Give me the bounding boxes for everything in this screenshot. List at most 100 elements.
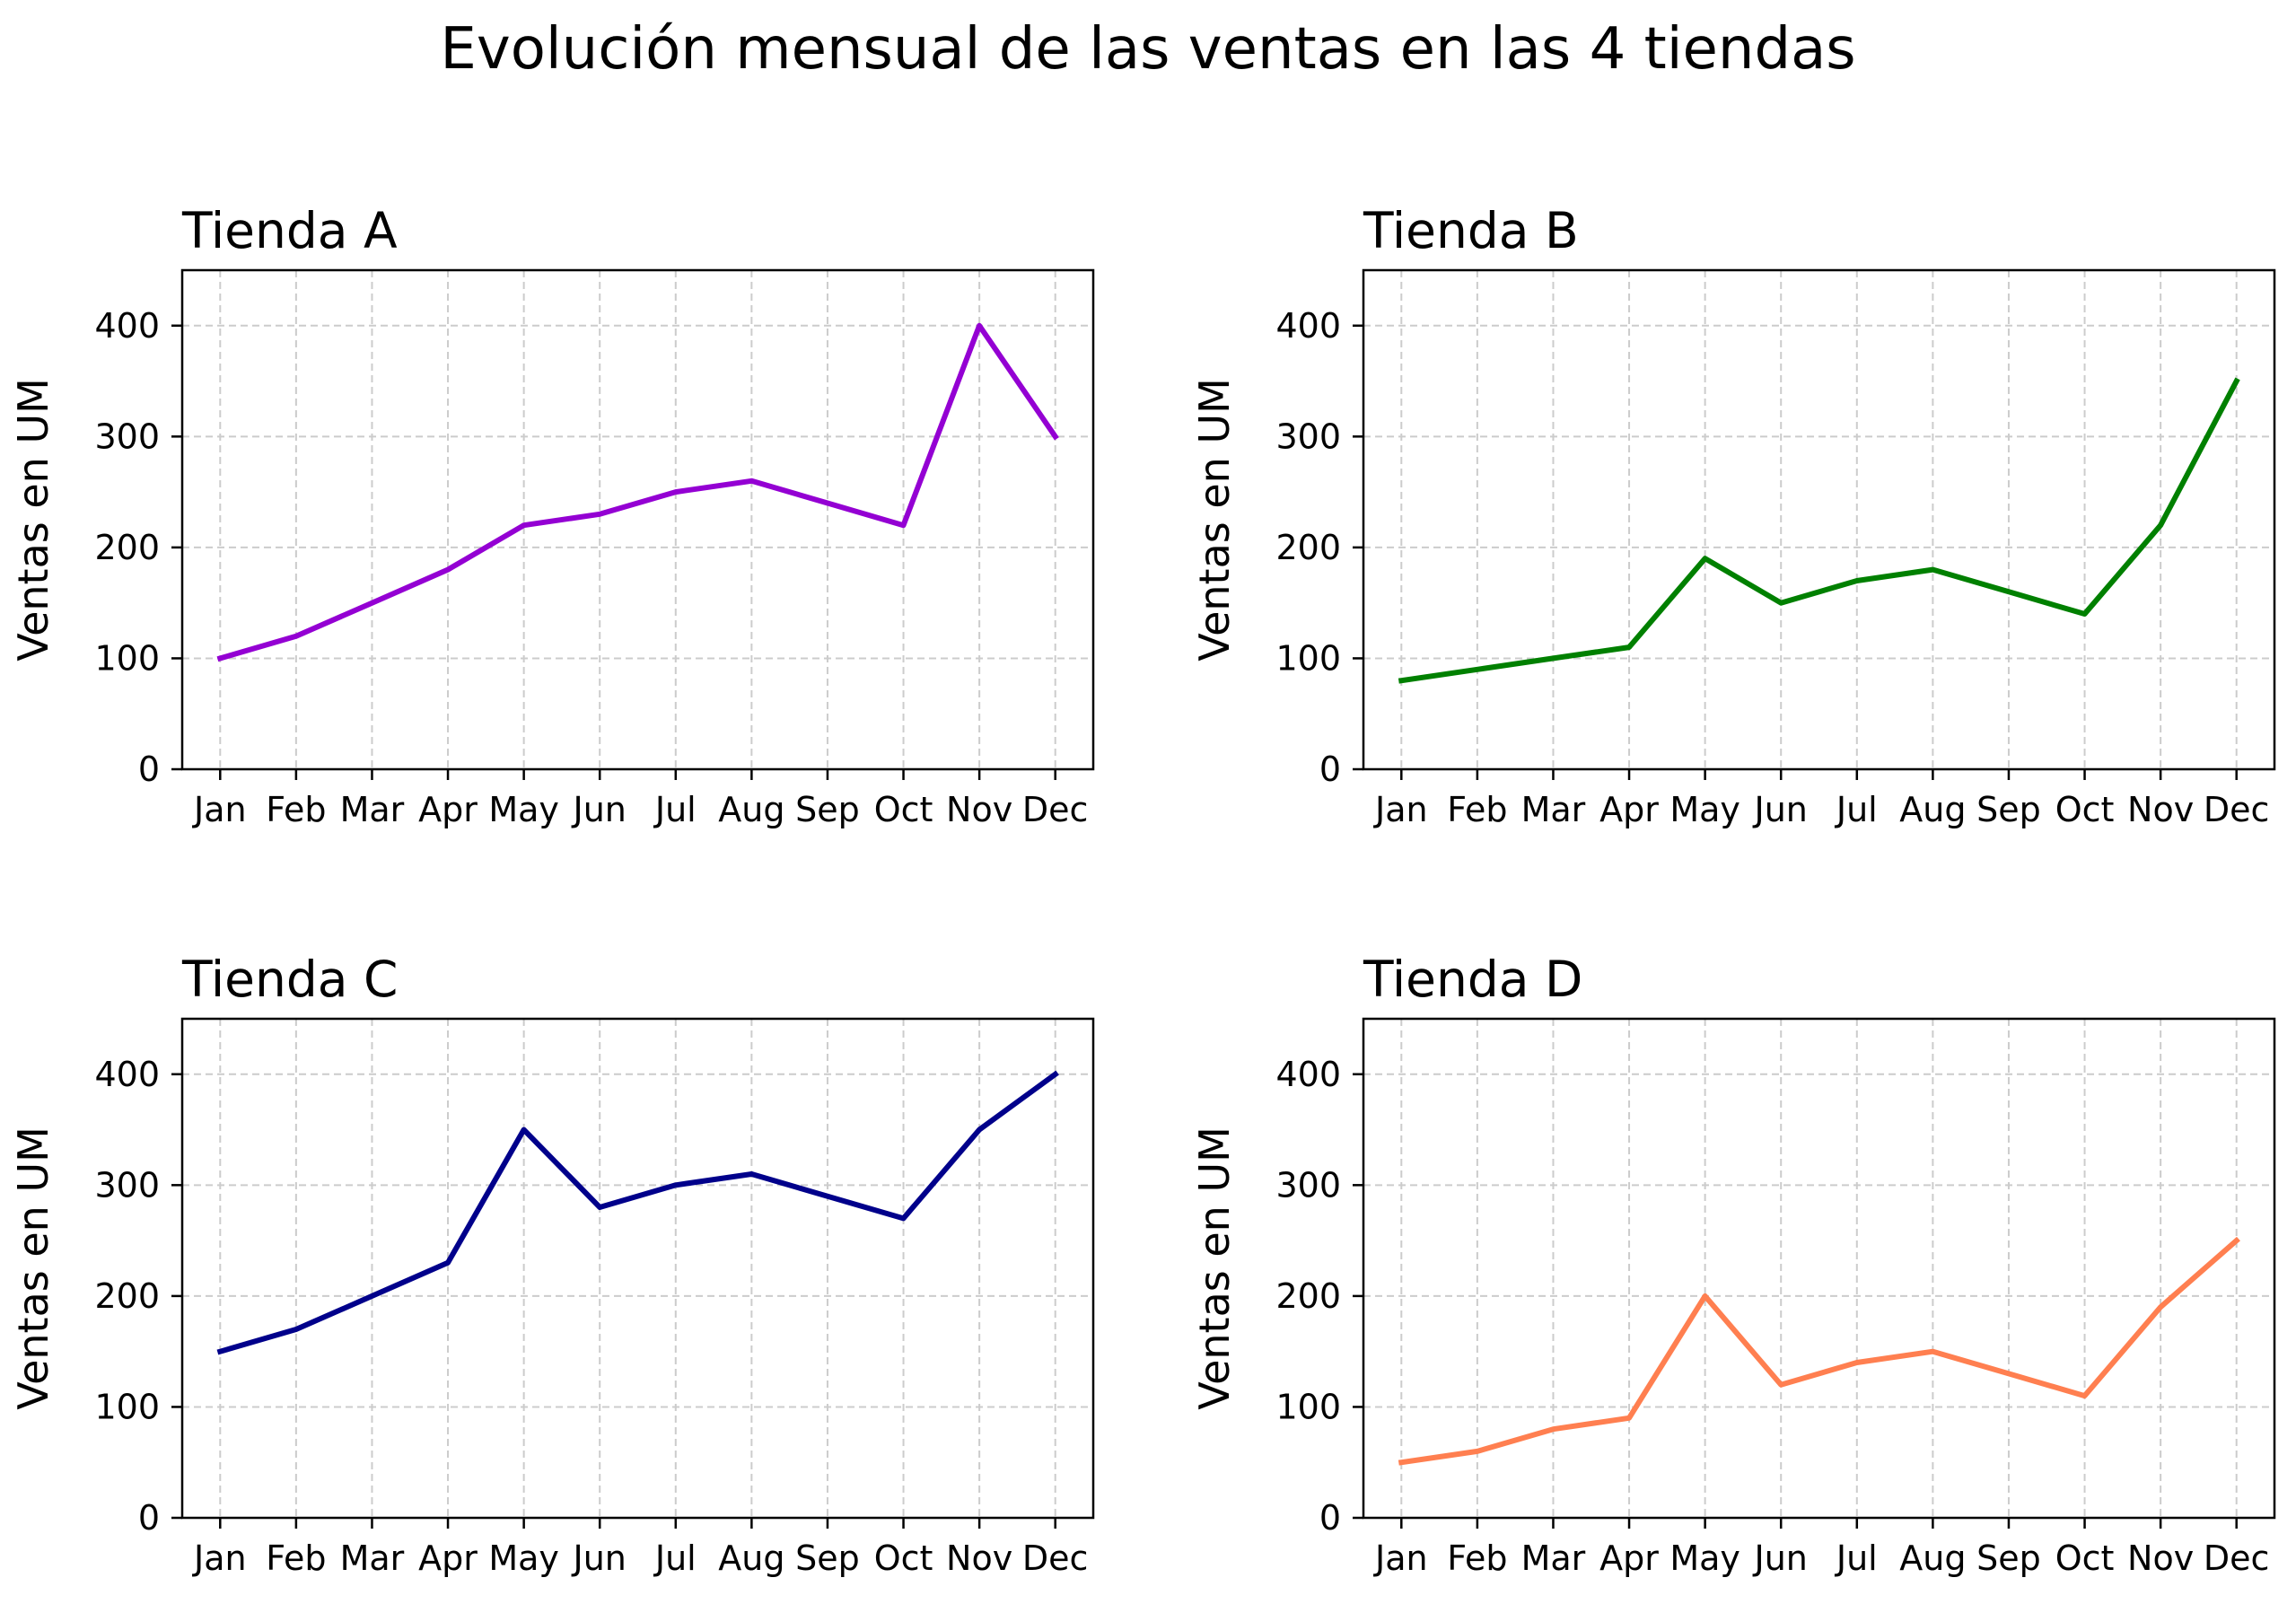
data-point	[2006, 589, 2011, 594]
x-tick-label: Jun	[1753, 1538, 1808, 1578]
x-tick-label: Feb	[266, 1538, 326, 1578]
y-axis-label: Ventas en UM	[9, 378, 57, 662]
series-line	[1398, 377, 2240, 684]
subplot-2: Jan Feb Mar Apr May Jun Jul Aug Sep Oct Nov Dec 0 100…	[1190, 202, 2276, 829]
y-tick-label: 100	[94, 638, 160, 678]
y-tick-label: 200	[94, 528, 160, 567]
axes-frame	[1362, 1017, 2276, 1520]
subplot-title: Tienda B	[1363, 202, 1579, 259]
data-point	[597, 1205, 602, 1210]
data-point	[1703, 556, 1708, 561]
data-point	[1398, 1459, 1404, 1465]
data-point	[1550, 1426, 1555, 1432]
data-point	[2006, 1371, 2011, 1376]
x-tick-label: Oct	[2055, 1538, 2115, 1578]
data-point	[2234, 379, 2239, 384]
y-tick-label: 0	[1319, 749, 1341, 789]
data-point	[1930, 567, 1935, 573]
subplot-4: Jan Feb Mar Apr May Jun Jul Aug Sep Oct Nov Dec 0 100…	[1190, 951, 2276, 1578]
data-point	[369, 1293, 374, 1299]
data-point	[1626, 1416, 1632, 1421]
x-tick-label: Jan	[1373, 790, 1428, 829]
x-tick-label: Dec	[1022, 1538, 1089, 1578]
data-point	[1778, 600, 1783, 606]
data-point	[825, 1194, 830, 1199]
y-tick-label: 300	[94, 416, 160, 456]
x-tick-label: Apr	[418, 790, 478, 829]
data-point	[825, 500, 830, 505]
x-tick-label: Aug	[1899, 790, 1966, 829]
data-point	[1854, 1360, 1860, 1365]
y-tick-label: 100	[1275, 1387, 1341, 1426]
x-tick-label: Nov	[946, 790, 1012, 829]
series-line	[1398, 1236, 2240, 1466]
data-point	[217, 655, 223, 661]
x-tick-label: May	[488, 790, 559, 829]
series-line	[216, 1070, 1059, 1355]
y-tick-label: 200	[1275, 1276, 1341, 1316]
x-tick-label: Jan	[1373, 1538, 1428, 1578]
y-tick-label: 400	[1275, 306, 1341, 346]
y-tick-label: 400	[94, 306, 160, 346]
x-tick-label: Apr	[1599, 1538, 1659, 1578]
y-tick-label: 300	[94, 1165, 160, 1205]
x-tick-label: May	[488, 1538, 559, 1578]
axes-frame	[180, 1017, 1095, 1520]
data-point	[2234, 1238, 2239, 1243]
data-point	[1930, 1349, 1935, 1354]
data-point	[521, 1127, 527, 1133]
y-tick-label: 300	[1275, 416, 1341, 456]
x-tick-label: Aug	[718, 790, 784, 829]
data-point	[2158, 1304, 2163, 1310]
data-point	[294, 634, 299, 639]
data-point	[369, 600, 374, 606]
x-tick-label: Jul	[1835, 1538, 1878, 1578]
x-tick-label: May	[1669, 790, 1740, 829]
data-point	[2158, 522, 2163, 528]
series-line	[216, 322, 1059, 662]
data-point	[749, 478, 754, 484]
data-point	[1053, 1072, 1058, 1077]
y-axis-label: Ventas en UM	[1190, 1126, 1239, 1410]
y-tick-label: 100	[1275, 638, 1341, 678]
y-tick-label: 300	[1275, 1165, 1341, 1205]
subplot-3: Jan Feb Mar Apr May Jun Jul Aug Sep Oct Nov Dec 0 100…	[9, 951, 1095, 1578]
subplot-title: Tienda A	[181, 202, 398, 259]
data-point	[673, 489, 679, 495]
subplot-title: Tienda D	[1363, 951, 1582, 1008]
data-point	[977, 1127, 982, 1133]
x-tick-label: Apr	[418, 1538, 478, 1578]
x-tick-label: Sep	[795, 1538, 860, 1578]
data-point	[1053, 434, 1058, 439]
x-tick-label: Jul	[653, 790, 697, 829]
data-point	[445, 567, 451, 573]
y-tick-label: 400	[1275, 1055, 1341, 1094]
subplot-title: Tienda C	[181, 951, 398, 1008]
data-point	[1778, 1382, 1783, 1388]
y-tick-label: 200	[94, 1276, 160, 1316]
x-tick-label: Dec	[2204, 1538, 2270, 1578]
data-point	[1475, 1449, 1480, 1454]
x-tick-label: Jun	[572, 1538, 627, 1578]
y-tick-label: 0	[138, 749, 160, 789]
x-tick-label: Apr	[1599, 790, 1659, 829]
x-tick-label: Dec	[2204, 790, 2270, 829]
x-tick-label: Feb	[1447, 790, 1507, 829]
x-tick-label: Nov	[2127, 790, 2194, 829]
y-tick-label: 200	[1275, 528, 1341, 567]
x-tick-label: Nov	[2127, 1538, 2194, 1578]
y-tick-label: 400	[94, 1055, 160, 1094]
data-point	[1626, 644, 1632, 650]
x-tick-label: May	[1669, 1538, 1740, 1578]
data-point	[977, 323, 982, 329]
x-tick-label: Jan	[192, 790, 247, 829]
x-tick-label: Mar	[340, 790, 405, 829]
x-tick-label: Sep	[795, 790, 860, 829]
x-tick-label: Aug	[718, 1538, 784, 1578]
data-point	[294, 1327, 299, 1332]
x-tick-label: Oct	[874, 1538, 933, 1578]
subplot-1: Jan Feb Mar Apr May Jun Jul Aug Sep Oct Nov Dec 0 100…	[9, 202, 1095, 829]
axes-frame	[180, 268, 1095, 771]
data-point	[217, 1349, 223, 1354]
